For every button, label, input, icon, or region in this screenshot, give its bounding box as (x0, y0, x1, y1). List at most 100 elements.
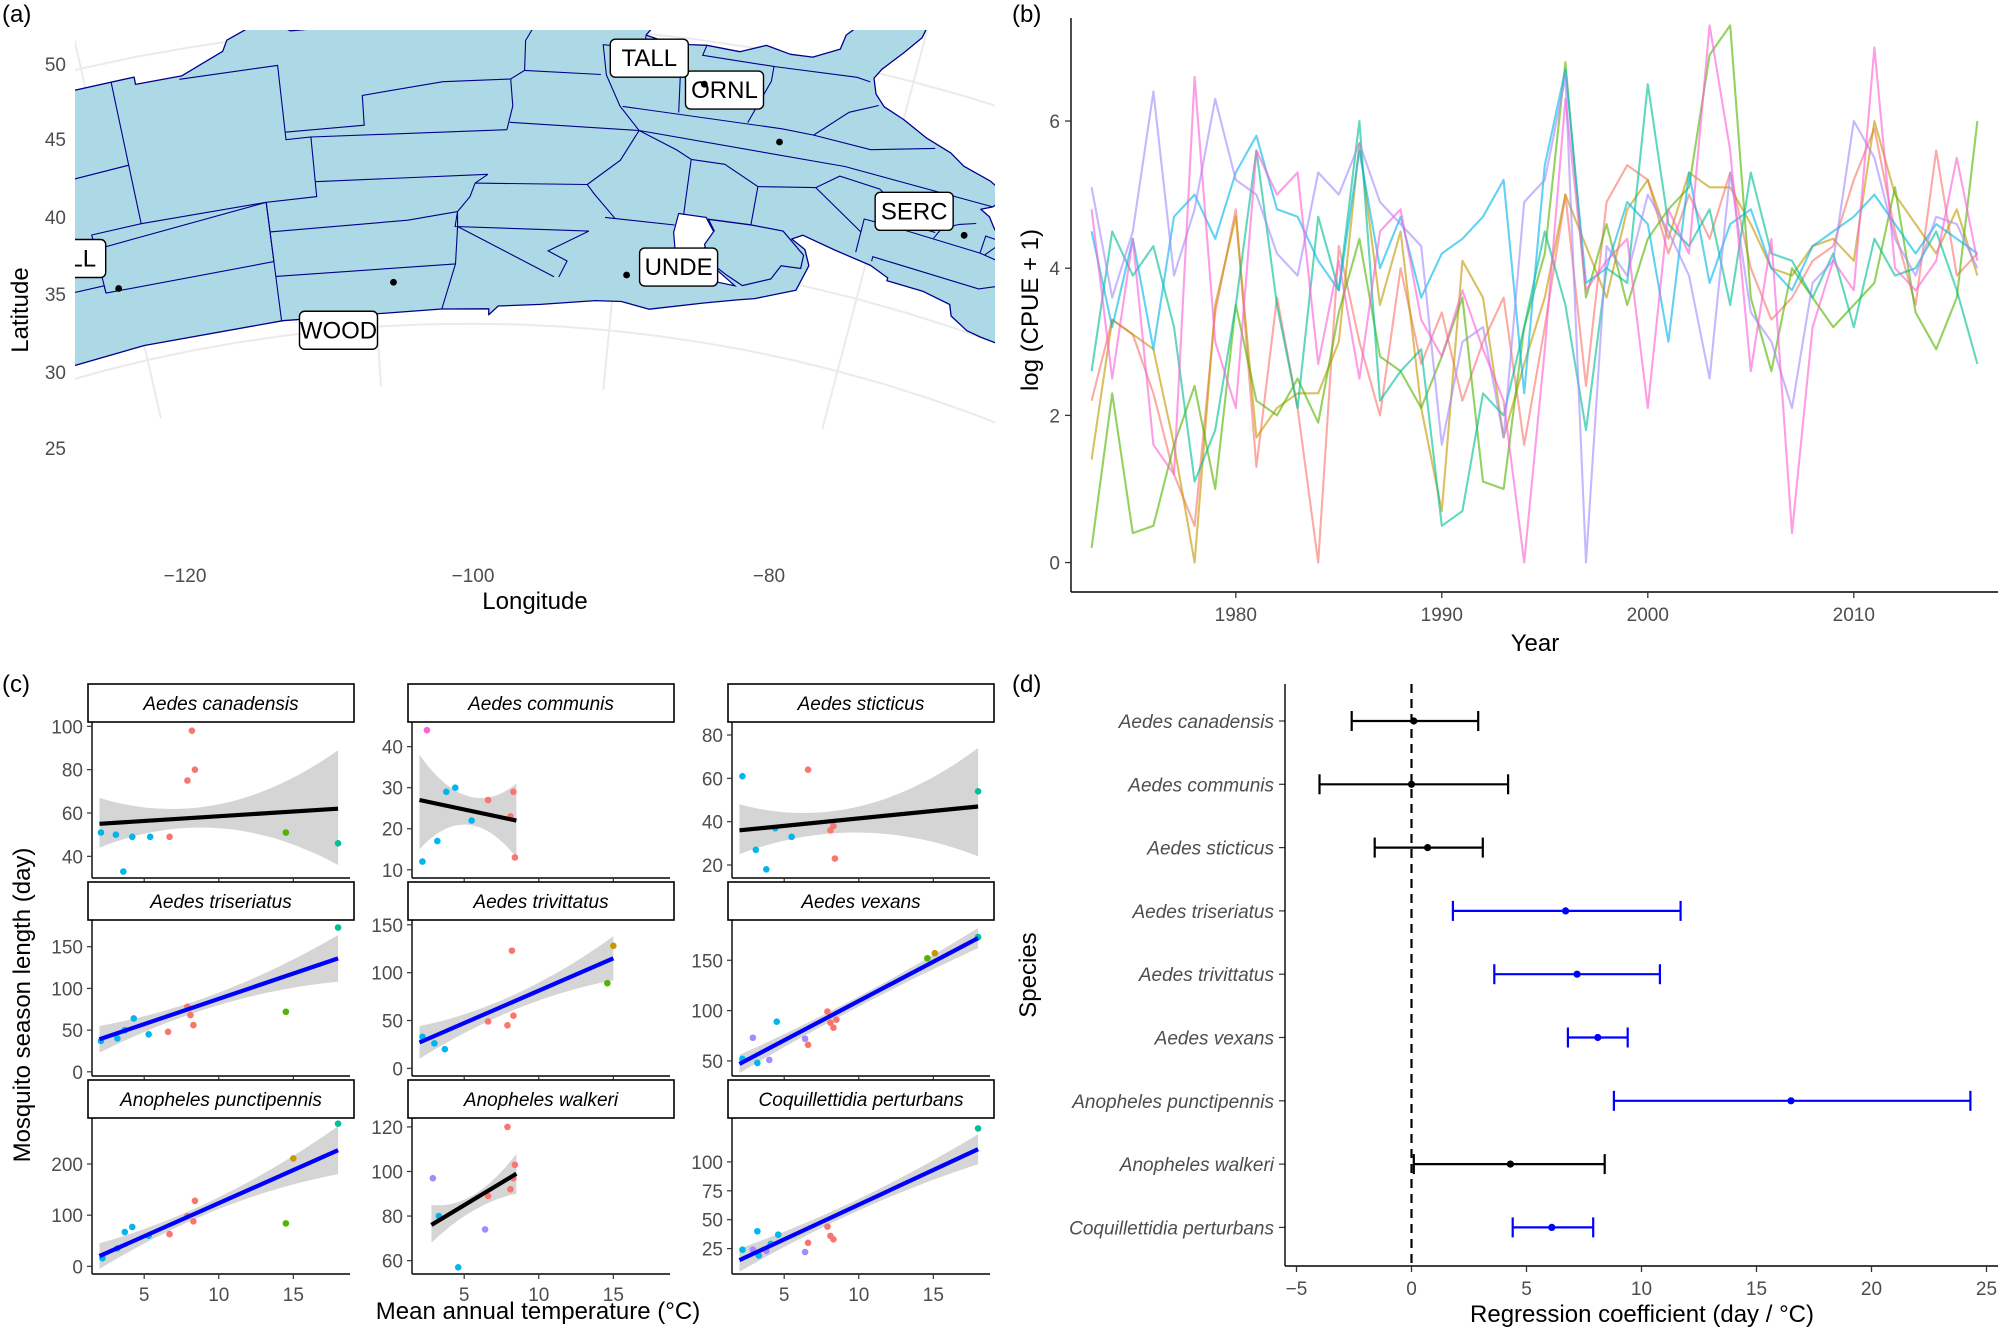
estimate-point (1407, 780, 1416, 788)
state-border (285, 69, 525, 133)
site-point (454, 1264, 462, 1271)
facet-strip (727, 683, 995, 723)
y-tick-label: 25 (702, 1240, 723, 1261)
x-tick-label: 5 (779, 1285, 790, 1306)
panel-a-map: WREFYELLWOODUNDEHARVSERCORNLTALL (75, 30, 1137, 430)
y-tick-label: 150 (371, 916, 403, 937)
confidence-band (419, 936, 614, 1059)
michigan-lower (703, 218, 805, 287)
site-point (510, 1012, 517, 1020)
species-label: Coquillettidia perturbans (1069, 1218, 1274, 1239)
state-border (524, 30, 533, 71)
site-point (191, 1197, 199, 1205)
usa-outline (75, 30, 995, 367)
site-label: SERC (881, 198, 948, 225)
facet-title: Anopheles punctipennis (119, 1090, 322, 1111)
regression-line (738, 936, 980, 1066)
regression-line (739, 804, 979, 833)
facet-0: Aedes canadensis 40 60 80 100 (51, 683, 355, 883)
state-border (524, 69, 601, 76)
state-border (996, 246, 998, 286)
estimate-point (1410, 717, 1418, 725)
estimate-point (1424, 844, 1432, 852)
y-axis-title: Species (1015, 932, 1042, 1017)
lat-tick-label: 30 (45, 363, 66, 384)
y-tick-label: 50 (702, 1052, 723, 1073)
site-point (700, 80, 708, 88)
y-tick-label: 50 (62, 1021, 83, 1042)
x-tick-label: 25 (1976, 1279, 1997, 1300)
y-tick-label: 100 (371, 964, 403, 985)
y-tick-label: 100 (51, 979, 83, 1000)
state-border (475, 182, 616, 219)
site-label: TALL (621, 45, 677, 72)
y-tick-label: 20 (382, 820, 403, 841)
x-tick-label: 1990 (1421, 605, 1463, 626)
facet-strip (87, 881, 355, 921)
site-point (511, 1161, 519, 1169)
site-point (824, 1008, 831, 1015)
x-tick-label: 2000 (1627, 605, 1669, 626)
confidence-band (99, 935, 339, 1053)
site-label: HARV (1071, 323, 1137, 350)
site-point (804, 1239, 812, 1247)
y-tick-label: 2 (1049, 406, 1060, 427)
y-tick-label: 100 (51, 1206, 83, 1227)
site-point (507, 1186, 514, 1193)
state-border (506, 78, 514, 130)
regression-line (99, 806, 339, 826)
lat-tick-label: 50 (45, 55, 66, 76)
state-border (1060, 345, 1077, 373)
confidence-band (99, 750, 339, 865)
site-point (508, 947, 516, 954)
estimate-point (1573, 970, 1581, 978)
site-point (801, 1035, 809, 1043)
site-point (282, 829, 290, 836)
site-point (774, 1231, 782, 1239)
confidence-band (99, 1126, 339, 1269)
state-border (454, 173, 589, 232)
site-point (191, 766, 199, 773)
facet-title: Coquillettidia perturbans (759, 1090, 964, 1111)
site-point (773, 1018, 781, 1025)
y-tick-label: 20 (702, 856, 723, 877)
lon-tick-label: −120 (164, 566, 207, 587)
y-tick-label: 80 (382, 1207, 403, 1228)
site-point (115, 285, 123, 292)
site-point (739, 772, 746, 780)
facet-strip (407, 1079, 675, 1119)
site-point (188, 727, 196, 734)
site-point (184, 777, 191, 784)
x-tick-label: 1980 (1215, 605, 1257, 626)
y-tick-label: 40 (62, 847, 83, 868)
estimate-point (1506, 1160, 1514, 1168)
site-label-box (684, 70, 765, 110)
y-tick-label: 50 (702, 1211, 723, 1232)
species-label: Aedes triseriatus (1131, 902, 1274, 923)
site-point (824, 1223, 831, 1230)
site-point (443, 788, 450, 796)
state-border (179, 64, 318, 321)
regression-line (419, 797, 517, 823)
series-line-1 (1090, 119, 1979, 564)
y-tick-label: 0 (72, 1063, 83, 1084)
panel-d-letter: (d) (1012, 671, 1041, 698)
site-point (114, 1035, 121, 1042)
x-tick-label: 20 (1861, 1279, 1882, 1300)
site-label-box (609, 38, 689, 78)
site-label: ORNL (691, 77, 758, 104)
site-point (334, 1120, 342, 1127)
facet-title: Aedes vexans (800, 892, 921, 913)
site-point (931, 949, 939, 957)
facet-1: Aedes communis 10 20 30 40 (382, 683, 675, 883)
facet-5: Aedes vexans 50 100 150 (691, 881, 995, 1081)
site-point (754, 1059, 761, 1067)
x-axis-title: Year (1511, 630, 1560, 657)
y-tick-label: 80 (702, 726, 723, 747)
state-border (691, 158, 816, 189)
site-point (187, 1011, 194, 1019)
regression-line (738, 1147, 979, 1263)
x-tick-label: 10 (208, 1285, 229, 1306)
facet-4: Aedes trivittatus 0 50 100 150 (371, 881, 675, 1081)
site-label-box (298, 310, 379, 350)
